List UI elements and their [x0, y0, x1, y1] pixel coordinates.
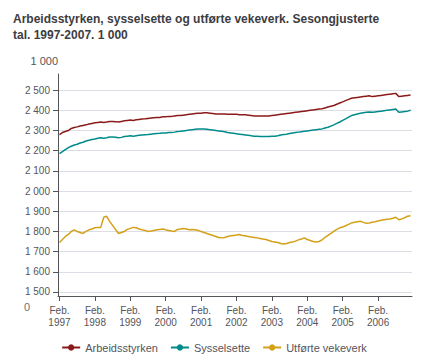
svg-text:1997: 1997: [48, 317, 71, 328]
svg-text:2000: 2000: [155, 317, 178, 328]
svg-text:Feb.: Feb.: [262, 305, 282, 316]
svg-text:1 600: 1 600: [25, 266, 50, 277]
svg-text:0: 0: [24, 301, 30, 313]
svg-text:2001: 2001: [190, 317, 213, 328]
svg-text:2 400: 2 400: [25, 105, 50, 116]
svg-text:1999: 1999: [119, 317, 142, 328]
svg-text:Arbeidsstyrken, sysselsette og: Arbeidsstyrken, sysselsette og utførte v…: [13, 12, 379, 26]
svg-text:1 900: 1 900: [25, 206, 50, 217]
svg-text:Feb.: Feb.: [120, 305, 140, 316]
svg-text:2 500: 2 500: [25, 85, 50, 96]
svg-text:1 000: 1 000: [30, 55, 58, 67]
svg-text:Feb.: Feb.: [85, 305, 105, 316]
svg-text:Sysselsette: Sysselsette: [194, 342, 250, 354]
svg-text:2002: 2002: [225, 317, 248, 328]
svg-text:Feb.: Feb.: [333, 305, 353, 316]
svg-text:Feb.: Feb.: [191, 305, 211, 316]
svg-text:1 700: 1 700: [25, 246, 50, 257]
svg-text:2 300: 2 300: [25, 125, 50, 136]
svg-text:Arbeidsstyrken: Arbeidsstyrken: [85, 342, 158, 354]
svg-text:2006: 2006: [367, 317, 390, 328]
svg-text:1998: 1998: [84, 317, 107, 328]
svg-text:2 200: 2 200: [25, 145, 50, 156]
svg-text:Utførte vekeverk: Utførte vekeverk: [286, 342, 367, 354]
svg-text:Feb.: Feb.: [297, 305, 317, 316]
svg-text:tal. 1997-2007. 1 000: tal. 1997-2007. 1 000: [13, 28, 128, 42]
svg-text:Feb.: Feb.: [368, 305, 388, 316]
svg-text:2005: 2005: [332, 317, 355, 328]
svg-text:1 500: 1 500: [25, 286, 50, 297]
svg-text:2 000: 2 000: [25, 186, 50, 197]
svg-text:2003: 2003: [261, 317, 284, 328]
svg-text:Feb.: Feb.: [156, 305, 176, 316]
svg-text:Feb.: Feb.: [226, 305, 246, 316]
svg-text:1 800: 1 800: [25, 226, 50, 237]
svg-text:Feb.: Feb.: [49, 305, 69, 316]
svg-text:2 100: 2 100: [25, 165, 50, 176]
svg-text:2004: 2004: [296, 317, 319, 328]
